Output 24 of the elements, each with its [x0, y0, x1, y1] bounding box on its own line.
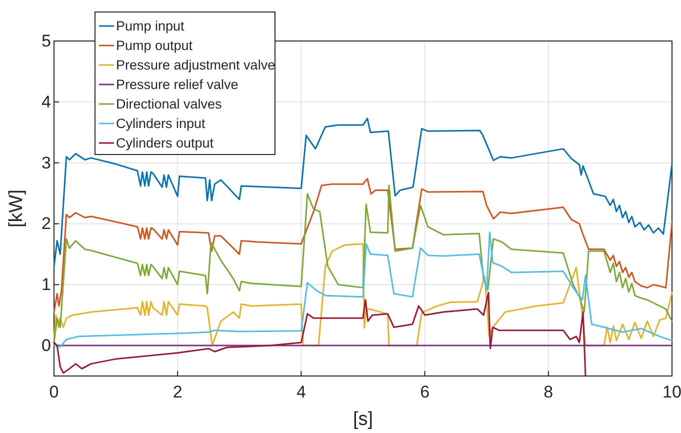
x-axis-title: [s]	[352, 409, 374, 430]
legend-label: Directional valves	[116, 96, 222, 112]
y-tick-label: 5	[42, 31, 51, 50]
line-series	[53, 184, 673, 344]
legend-label: Pressure adjustment valve	[116, 58, 276, 73]
y-axis-title: [kW]	[6, 190, 27, 228]
y-tick-label: 4	[42, 92, 51, 112]
legend-label: Pump input	[116, 18, 185, 34]
line-series	[53, 118, 673, 268]
line-series	[53, 178, 673, 313]
y-tick-label: 3	[42, 153, 51, 172]
x-tick-label: 10	[662, 382, 681, 402]
y-tick-label: 1	[42, 275, 51, 294]
y-tick-label: 2	[42, 214, 51, 234]
line-series	[53, 292, 586, 377]
x-tick-label: 8	[544, 382, 554, 402]
x-tick-label: 2	[172, 382, 182, 402]
x-tick-label: 4	[296, 382, 306, 402]
legend-label: Cylinders output	[116, 136, 214, 151]
x-tick-label: 6	[420, 382, 430, 402]
legend-label: Pressure relief valve	[116, 77, 238, 92]
legend-label: Cylinders input	[116, 116, 206, 132]
legend-label: Pump output	[116, 38, 193, 54]
y-tick-label: 0	[42, 336, 51, 355]
